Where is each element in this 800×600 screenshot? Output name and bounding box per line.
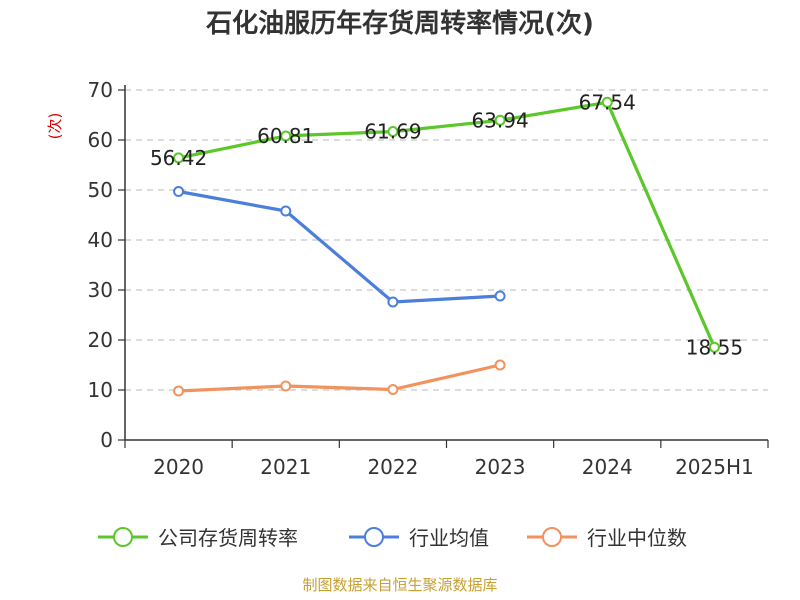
series	[173, 96, 720, 397]
y-tick-label: 70	[88, 78, 113, 102]
data-label: 63.94	[471, 108, 528, 132]
series-line	[177, 363, 502, 393]
series-0	[173, 96, 720, 353]
x-tick-label: 2022	[367, 455, 418, 479]
series-1	[173, 186, 506, 308]
data-label: 56.42	[150, 146, 207, 170]
legend-marker	[113, 527, 133, 547]
data-point	[280, 380, 292, 392]
x-tick-label: 2021	[260, 455, 311, 479]
y-tick-label: 60	[88, 128, 113, 152]
legend: 公司存货周转率 行业均值 行业中位数	[98, 526, 687, 550]
series-line	[177, 189, 502, 304]
axes	[124, 85, 768, 441]
data-point	[601, 96, 613, 108]
legend-marker	[542, 527, 562, 547]
data-point	[387, 126, 399, 138]
legend-label: 行业均值	[409, 526, 489, 550]
legend-marker	[364, 527, 384, 547]
legend-item: 行业中位数	[527, 526, 687, 550]
y-axis-label: (次)	[46, 113, 64, 140]
legend-item: 公司存货周转率	[98, 526, 298, 550]
y-tick-label: 20	[88, 328, 113, 352]
data-label: 18.55	[686, 335, 743, 359]
series-line	[177, 100, 717, 349]
data-point	[494, 290, 506, 302]
data-label: 60.81	[257, 124, 314, 148]
source-note: 制图数据来自恒生聚源数据库	[302, 576, 497, 594]
x-tick-label: 2020	[153, 455, 204, 479]
data-point	[280, 130, 292, 142]
data-point	[494, 114, 506, 126]
legend-label: 行业中位数	[587, 526, 687, 550]
y-tick-label: 30	[88, 278, 113, 302]
y-tick-label: 40	[88, 228, 113, 252]
data-label: 61.69	[364, 120, 421, 144]
y-axis-ticks: 0 10 20 30 40 50 60 70	[88, 78, 125, 452]
data-point	[494, 359, 506, 371]
grid-lines	[125, 89, 768, 391]
data-point	[387, 384, 399, 395]
data-point	[708, 341, 720, 353]
y-tick-label: 50	[88, 178, 113, 202]
legend-label: 公司存货周转率	[158, 526, 298, 550]
chart-title: 石化油服历年存货周转率情况(次)	[205, 8, 594, 39]
x-tick-label: 2024	[582, 455, 633, 479]
x-tick-label: 2025H1	[675, 455, 754, 479]
x-tick-label: 2023	[475, 455, 526, 479]
y-tick-label: 10	[88, 378, 113, 402]
data-point	[387, 296, 399, 308]
data-labels: 56.42 60.81 61.69 63.94 67.54 18.55	[150, 90, 743, 359]
legend-item: 行业均值	[349, 526, 489, 550]
x-axis-ticks: 2020 2021 2022 2023 2024 2025H1	[124, 440, 769, 479]
data-point	[280, 205, 292, 217]
y-tick-label: 0	[100, 428, 113, 452]
data-label: 67.54	[579, 90, 636, 114]
data-point	[173, 385, 185, 397]
data-point	[173, 186, 185, 197]
data-point	[173, 152, 185, 164]
series-2	[173, 359, 506, 397]
